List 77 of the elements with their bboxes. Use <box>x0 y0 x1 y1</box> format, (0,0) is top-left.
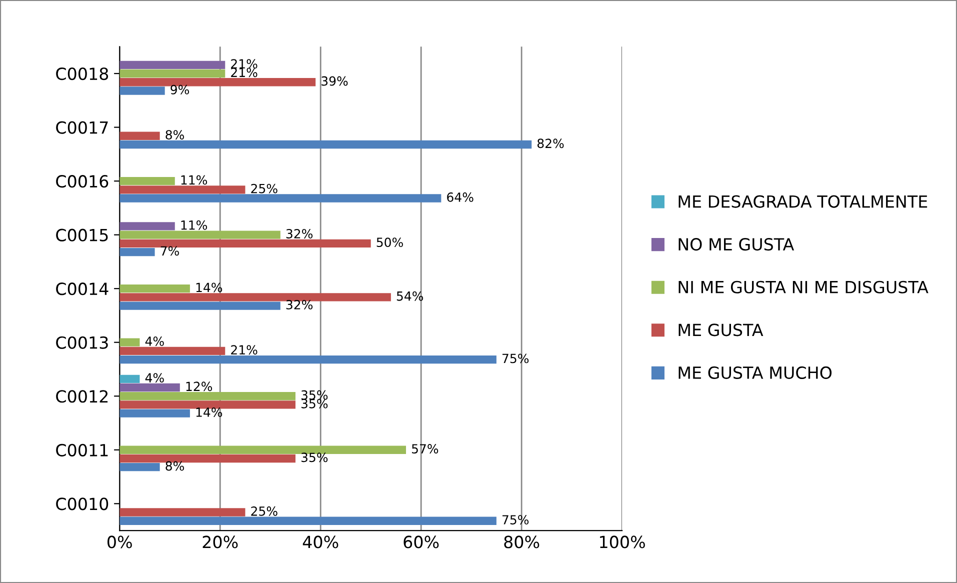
bar <box>120 446 406 454</box>
data-label: 75% <box>502 515 529 524</box>
bar <box>120 409 190 418</box>
bar <box>120 293 391 302</box>
y-tick-label: C0011 <box>56 444 108 456</box>
data-label: 25% <box>251 184 278 194</box>
bar <box>120 374 140 383</box>
bar <box>120 302 280 310</box>
bar <box>120 239 371 248</box>
x-tick-label: 20% <box>202 536 238 548</box>
data-label: 8% <box>166 461 184 471</box>
data-label: 11% <box>181 175 208 185</box>
bar <box>120 346 226 356</box>
data-label: 35% <box>301 390 328 400</box>
data-label: 75% <box>502 354 529 364</box>
data-label: 50% <box>376 238 403 248</box>
bar <box>120 508 246 516</box>
bar <box>120 338 140 346</box>
data-label: 4% <box>145 373 164 383</box>
x-tick-label: 0% <box>108 536 132 548</box>
data-label: 57% <box>412 444 438 454</box>
bar <box>120 140 532 149</box>
y-tick-label: C0015 <box>56 228 108 242</box>
bar <box>120 60 226 70</box>
bar <box>120 86 165 95</box>
data-label: 11% <box>181 220 208 230</box>
bar <box>120 383 180 392</box>
bar <box>120 248 155 256</box>
legend-label: ME DESAGRADA TOTALMENTE <box>678 195 928 208</box>
data-label: 4% <box>145 336 164 346</box>
y-tick-label: C0013 <box>56 336 108 349</box>
bar <box>120 176 175 186</box>
y-tick-label: C0014 <box>56 282 108 296</box>
y-tick-label: C0010 <box>56 498 108 510</box>
data-label: 35% <box>301 452 328 462</box>
data-label: 32% <box>286 228 313 238</box>
legend-label: ME GUSTA <box>678 324 764 336</box>
data-label: 21% <box>231 68 258 78</box>
data-label: 12% <box>186 382 212 392</box>
data-label: 21% <box>231 345 258 355</box>
data-label: 54% <box>396 291 424 301</box>
data-label: 14% <box>196 407 222 417</box>
legend-label: ME GUSTA MUCHO <box>678 366 832 380</box>
legend-label: NI ME GUSTA NI ME DISGUSTA <box>678 280 928 294</box>
x-tick-label: 40% <box>302 536 338 548</box>
x-tick-label: 60% <box>404 536 439 548</box>
bar <box>120 454 296 463</box>
bar <box>120 400 296 409</box>
data-label: 8% <box>166 130 184 140</box>
bar <box>120 284 190 293</box>
bar <box>120 230 280 239</box>
y-tick-label: C0018 <box>56 67 108 80</box>
data-label: 64% <box>447 192 474 202</box>
data-label: 7% <box>160 246 179 256</box>
bar <box>120 78 316 86</box>
bar <box>120 222 175 230</box>
bar <box>120 392 296 400</box>
data-label: 14% <box>196 282 222 292</box>
bar <box>120 69 226 78</box>
bar <box>120 355 496 364</box>
x-tick-label: 80% <box>504 536 540 548</box>
data-label: 32% <box>286 300 313 310</box>
y-tick-label: C0012 <box>56 390 108 403</box>
bar <box>120 132 160 140</box>
bar <box>120 186 246 194</box>
data-label: 39% <box>322 76 348 86</box>
data-label: 82% <box>537 138 564 148</box>
data-label: 25% <box>251 506 278 516</box>
y-tick-label: C0016 <box>56 175 108 188</box>
bar <box>120 194 442 202</box>
bar <box>120 463 160 472</box>
y-tick-label: C0017 <box>56 121 108 134</box>
data-label: 21% <box>231 59 258 69</box>
legend-label: NO ME GUSTA <box>678 238 794 251</box>
data-label: 9% <box>170 84 190 94</box>
bar <box>120 516 496 525</box>
x-tick-label: 100% <box>600 536 645 548</box>
